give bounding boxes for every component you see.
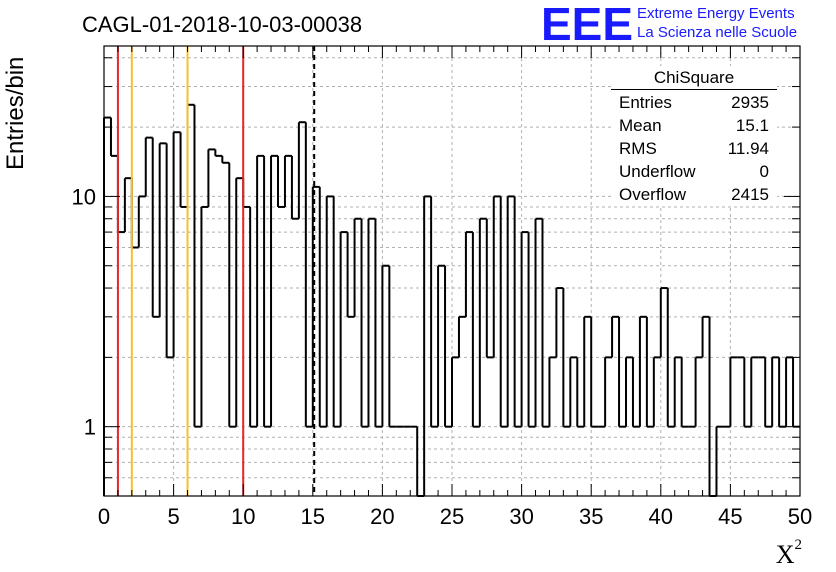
x-tick-label: 25 <box>440 504 464 529</box>
x-tick-label: 35 <box>579 504 603 529</box>
stats-row-entries: Entries 2935 <box>619 93 769 116</box>
stats-value: 2935 <box>731 93 769 112</box>
stats-value: 15.1 <box>735 116 769 135</box>
chart-title: CAGL-01-2018-10-03-00038 <box>82 12 363 37</box>
stats-label: Overflow <box>619 185 687 204</box>
x-tick-label: 40 <box>649 504 673 529</box>
y-tick-label: 1 <box>84 415 96 440</box>
stats-row-underflow: Underflow 0 <box>619 162 769 185</box>
stats-value: 11.94 <box>727 139 769 158</box>
stats-label: RMS <box>619 139 657 158</box>
stats-row-rms: RMS 11.94 <box>619 139 769 162</box>
x-tick-label: 45 <box>718 504 742 529</box>
stats-row-overflow: Overflow 2415 <box>619 185 769 208</box>
x-tick-label: 0 <box>98 504 110 529</box>
y-tick-label: 10 <box>72 184 96 209</box>
x-tick-label: 30 <box>509 504 533 529</box>
stats-row-mean: Mean 15.1 <box>619 116 769 139</box>
y-axis-label: Entries/bin <box>2 56 29 170</box>
x-tick-label: 10 <box>231 504 255 529</box>
x-tick-label: 20 <box>370 504 394 529</box>
x-tick-label: 5 <box>167 504 179 529</box>
stats-box: ChiSquare Entries 2935 Mean 15.1 RMS 11.… <box>611 66 777 206</box>
stats-value: 2415 <box>731 185 769 204</box>
eee-logo-text: EEE <box>541 2 633 44</box>
stats-label: Underflow <box>619 162 696 181</box>
stats-label: Entries <box>619 93 672 112</box>
stats-label: Mean <box>619 116 662 135</box>
eee-logo: EEE <box>541 2 633 44</box>
stats-title: ChiSquare <box>653 68 735 87</box>
x-tick-label: 15 <box>301 504 325 529</box>
stats-divider <box>611 89 777 90</box>
x-tick-label: 50 <box>788 504 812 529</box>
x-axis-label: X2 <box>775 537 803 570</box>
brand-line-1: Extreme Energy Events <box>637 5 795 22</box>
brand-line-2: La Scienza nelle Scuole <box>637 24 798 41</box>
x-axis-label-main: X <box>775 540 795 569</box>
stats-value: 0 <box>759 162 769 181</box>
x-axis-label-sup: 2 <box>794 537 803 554</box>
